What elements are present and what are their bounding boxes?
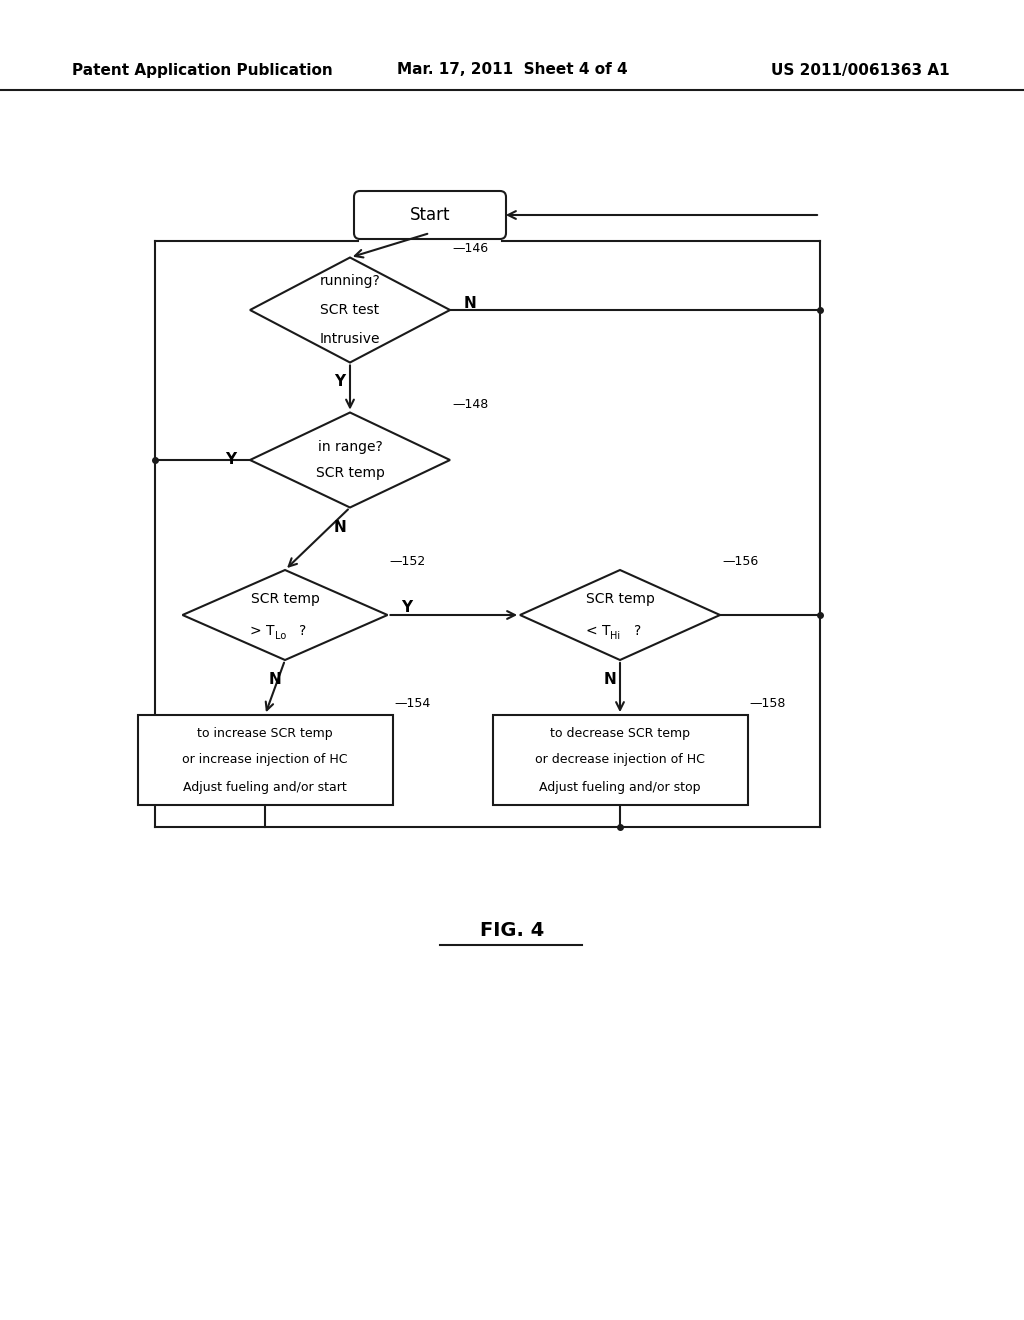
Text: < T: < T <box>586 624 610 638</box>
Text: ?: ? <box>634 624 641 638</box>
Text: SCR temp: SCR temp <box>315 466 384 480</box>
Text: US 2011/0061363 A1: US 2011/0061363 A1 <box>771 62 950 78</box>
Text: —156: —156 <box>722 554 758 568</box>
Text: Adjust fueling and/or stop: Adjust fueling and/or stop <box>540 780 700 793</box>
Text: in range?: in range? <box>317 440 382 454</box>
FancyBboxPatch shape <box>354 191 506 239</box>
Text: FIG. 4: FIG. 4 <box>480 920 544 940</box>
Bar <box>137 715 392 805</box>
Text: SCR temp: SCR temp <box>586 591 654 606</box>
Text: > T: > T <box>251 624 275 638</box>
Text: N: N <box>334 520 346 535</box>
Text: —158: —158 <box>750 697 785 710</box>
Text: Y: Y <box>401 599 413 615</box>
Text: or decrease injection of HC: or decrease injection of HC <box>536 754 705 767</box>
Polygon shape <box>520 570 720 660</box>
Text: Mar. 17, 2011  Sheet 4 of 4: Mar. 17, 2011 Sheet 4 of 4 <box>396 62 628 78</box>
Text: to decrease SCR temp: to decrease SCR temp <box>550 726 690 739</box>
Polygon shape <box>182 570 387 660</box>
Polygon shape <box>250 412 450 507</box>
Text: N: N <box>268 672 282 686</box>
Text: —154: —154 <box>394 697 431 710</box>
Text: Patent Application Publication: Patent Application Publication <box>72 62 333 78</box>
Text: running?: running? <box>319 273 380 288</box>
Bar <box>493 715 748 805</box>
Text: Lo: Lo <box>275 631 287 642</box>
Text: Hi: Hi <box>610 631 621 642</box>
Text: Y: Y <box>335 375 345 389</box>
Text: Start: Start <box>410 206 451 224</box>
Text: or increase injection of HC: or increase injection of HC <box>182 754 348 767</box>
Text: Y: Y <box>225 453 236 467</box>
Text: Adjust fueling and/or start: Adjust fueling and/or start <box>183 780 347 793</box>
Text: —146: —146 <box>452 243 488 256</box>
Text: —152: —152 <box>389 554 426 568</box>
Text: N: N <box>464 297 477 312</box>
Text: ?: ? <box>299 624 306 638</box>
Text: Intrusive: Intrusive <box>319 333 380 346</box>
Text: to increase SCR temp: to increase SCR temp <box>198 726 333 739</box>
Text: SCR test: SCR test <box>321 304 380 317</box>
Polygon shape <box>250 257 450 363</box>
Text: SCR temp: SCR temp <box>251 591 319 606</box>
Text: N: N <box>603 672 616 686</box>
Text: —148: —148 <box>452 397 488 411</box>
